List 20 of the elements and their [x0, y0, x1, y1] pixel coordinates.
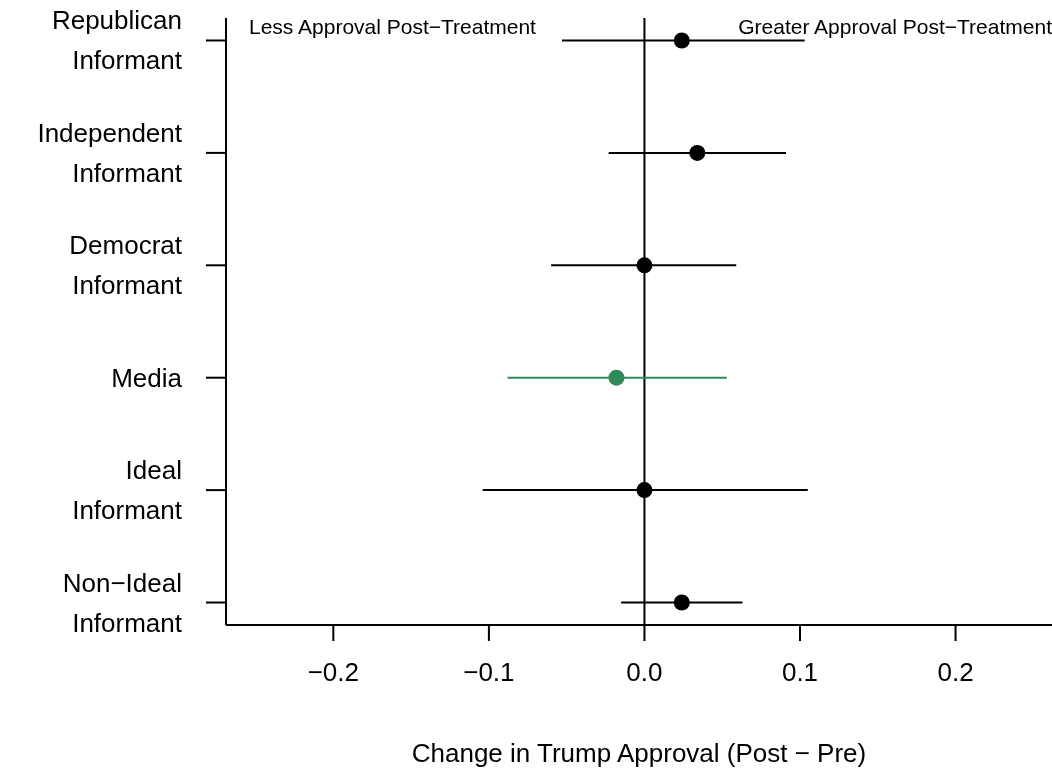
x-tick-label: −0.2 — [307, 657, 359, 688]
point — [673, 594, 690, 611]
x-tick-label: 0.0 — [626, 657, 663, 688]
point — [689, 144, 706, 161]
x-axis-title: Change in Trump Approval (Post − Pre) — [411, 738, 867, 768]
point — [608, 369, 625, 386]
x-tick-label: −0.1 — [463, 657, 515, 688]
y-tick-label: Independent Informant — [37, 117, 183, 188]
annotation: Less Approval Post−Treatment — [249, 14, 536, 40]
y-tick-label: Non−Ideal Informant — [62, 567, 183, 638]
x-tick-label: 0.1 — [781, 657, 819, 688]
point — [636, 482, 653, 499]
y-tick-label: Media — [111, 362, 183, 393]
y-tick-label: Ideal Informant — [72, 455, 183, 526]
x-tick-label: 0.2 — [937, 657, 974, 688]
y-tick-label: Republican Informant — [51, 5, 183, 76]
y-tick-label: Democrat Informant — [69, 230, 183, 301]
annotation: Greater Approval Post−Treatment — [738, 14, 1052, 40]
point — [636, 257, 653, 274]
point — [673, 32, 690, 49]
